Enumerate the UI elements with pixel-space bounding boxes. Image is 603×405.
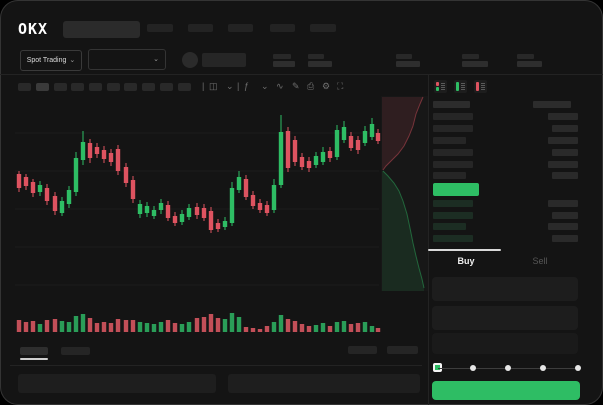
ask-price-bar [433, 137, 466, 144]
bottom-link-placeholder[interactable] [348, 346, 377, 354]
ask-amount-bar [548, 113, 578, 120]
timeframe-button[interactable] [107, 83, 120, 91]
line-style-icon[interactable]: ∿ [276, 81, 284, 91]
divider [0, 74, 603, 75]
ticker-stat-value [308, 61, 332, 67]
order-amount-field[interactable] [432, 306, 578, 330]
timeframe-button[interactable] [142, 83, 155, 91]
indicators-icon[interactable]: ƒ [244, 81, 250, 91]
timeframe-button[interactable] [36, 83, 49, 91]
slider-dot[interactable] [505, 365, 511, 371]
nav-item-placeholder[interactable] [228, 24, 253, 32]
timeframe-button[interactable] [54, 83, 67, 91]
ticker-stat-value [396, 61, 420, 67]
bid-price-bar [433, 223, 466, 230]
timeframe-button[interactable] [178, 83, 191, 91]
bottom-link-placeholder[interactable] [387, 346, 418, 354]
ask-price-bar [433, 149, 473, 156]
nav-item-placeholder[interactable] [188, 24, 213, 32]
chart-type-icon[interactable]: ◫ [209, 81, 218, 91]
draw-tool-icon[interactable]: ✎ [292, 81, 300, 91]
chevron-down-icon: ⌄ [69, 57, 76, 64]
last-price-bar[interactable] [433, 183, 479, 196]
ticker-stat-value [517, 61, 542, 67]
toolbar-divider: | [202, 81, 205, 91]
tab-sell[interactable]: Sell [532, 256, 548, 266]
toolbar-divider: | [237, 81, 240, 91]
ask-price-bar [433, 172, 466, 179]
ask-amount-bar [552, 149, 578, 156]
order-total-field[interactable] [432, 333, 578, 354]
ask-amount-bar [552, 125, 578, 132]
buy-tab-underline [428, 249, 501, 251]
pair-name-placeholder [202, 53, 246, 67]
ask-amount-bar [552, 172, 578, 179]
ticker-stat-label [273, 54, 291, 59]
order-price-field[interactable] [432, 277, 578, 301]
ask-amount-bar [548, 161, 578, 168]
timeframe-button[interactable] [18, 83, 31, 91]
bid-amount-bar [552, 212, 578, 219]
chevron-down-icon: ⌄ [153, 56, 159, 63]
ticker-stat-label [517, 54, 534, 59]
bid-amount-bar [548, 223, 578, 230]
orderbook-view-all-icon[interactable] [434, 80, 447, 93]
okx-logo[interactable]: OKX [18, 20, 49, 38]
bid-amount-bar [552, 235, 578, 242]
orderbook-view-bids-icon[interactable] [454, 80, 467, 93]
bid-amount-bar [548, 200, 578, 207]
market-type-dropdown[interactable]: Spot Trading ⌄ [20, 50, 82, 71]
screenshot-icon[interactable]: ⎙ [307, 81, 315, 91]
slider-dot[interactable] [540, 365, 546, 371]
nav-item-placeholder[interactable] [310, 24, 336, 32]
nav-item-placeholder[interactable] [147, 24, 173, 32]
chevron-down-icon[interactable]: ⌄ [261, 81, 269, 91]
bid-price-bar [433, 212, 473, 219]
bid-price-bar [433, 235, 473, 242]
tab-buy[interactable]: Buy [457, 256, 475, 266]
slider-dot[interactable] [575, 365, 581, 371]
ask-price-bar [433, 125, 473, 132]
orderbook-col-header [433, 101, 470, 108]
ticker-stat-value [273, 61, 295, 67]
ticker-stat-value [462, 61, 488, 67]
search-input[interactable] [63, 21, 140, 38]
fullscreen-icon[interactable]: ⛶ [337, 81, 344, 91]
market-type-label: Spot Trading [26, 57, 67, 64]
divider [10, 365, 422, 366]
timeframe-button[interactable] [124, 83, 137, 91]
bottom-tab-placeholder[interactable] [20, 347, 48, 355]
divider [428, 75, 429, 405]
chevron-down-icon[interactable]: ⌄ [226, 81, 234, 91]
ask-amount-bar [548, 137, 578, 144]
slider-handle[interactable] [433, 363, 442, 372]
ask-price-bar [433, 161, 473, 168]
bottom-tab-placeholder[interactable] [61, 347, 90, 355]
ticker-stat-label [462, 54, 479, 59]
bid-price-bar [433, 200, 473, 207]
nav-item-placeholder[interactable] [270, 24, 295, 32]
buy-submit-button[interactable] [432, 381, 580, 400]
timeframe-button[interactable] [89, 83, 102, 91]
bottom-panel [18, 374, 216, 393]
slider-dot[interactable] [470, 365, 476, 371]
orderbook-col-header [533, 101, 571, 108]
timeframe-button[interactable] [71, 83, 84, 91]
timeframe-button[interactable] [160, 83, 173, 91]
orderbook-view-asks-icon[interactable] [474, 80, 487, 93]
active-tab-underline [20, 358, 48, 360]
bottom-panel [228, 374, 420, 393]
coin-icon [182, 52, 198, 68]
ticker-stat-label [396, 54, 412, 59]
chart-settings-icon[interactable]: ⚙ [322, 81, 331, 91]
pair-selector-dropdown[interactable]: ⌄ [88, 49, 166, 70]
ask-price-bar [433, 113, 473, 120]
ticker-stat-label [308, 54, 324, 59]
